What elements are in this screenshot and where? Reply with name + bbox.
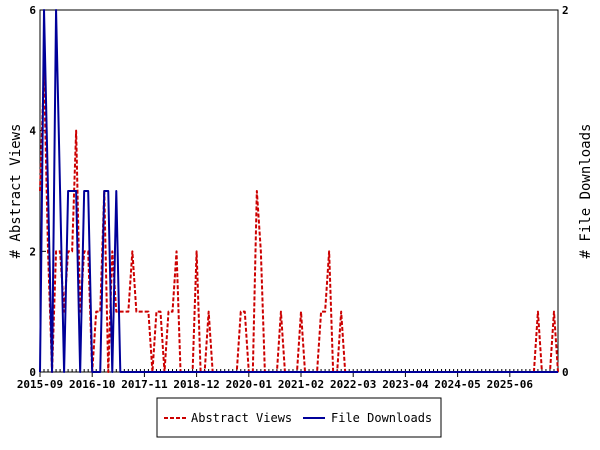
series-layer [39,9,559,373]
legend-label-abstract-views: Abstract Views [191,411,292,425]
right-axis-label: # File Downloads [578,124,594,259]
left-y-tick-label: 2 [29,245,36,258]
x-axis-ticks: 2015-09 2016-10 2017-11 2018-12 2020-01 2021-… [17,372,534,391]
x-tick-label: 2024-05 [434,378,480,391]
x-tick-label: 2017-11 [121,378,168,391]
x-tick-label: 2015-09 [17,378,63,391]
right-y-tick-label: 0 [562,366,569,379]
x-tick-label: 2025-06 [487,378,534,391]
left-y-tick-label: 4 [29,125,36,138]
legend-label-file-downloads: File Downloads [331,411,432,425]
x-tick-label: 2018-12 [173,378,219,391]
left-y-tick-label: 0 [29,366,36,379]
x-tick-label: 2023-04 [382,378,429,391]
x-tick-label: 2016-10 [69,378,115,391]
series-file-downloads [39,9,558,373]
left-y-tick-label: 6 [29,4,36,17]
legend: Abstract Views File Downloads [156,397,442,438]
left-axis-label: # Abstract Views [8,124,24,259]
x-tick-label: 2021-02 [278,378,324,391]
plot-area [39,9,559,373]
legend-box [156,397,442,438]
x-tick-label: 2022-03 [330,378,376,391]
right-y-tick-label: 2 [562,4,569,17]
x-tick-label: 2020-01 [226,378,273,391]
